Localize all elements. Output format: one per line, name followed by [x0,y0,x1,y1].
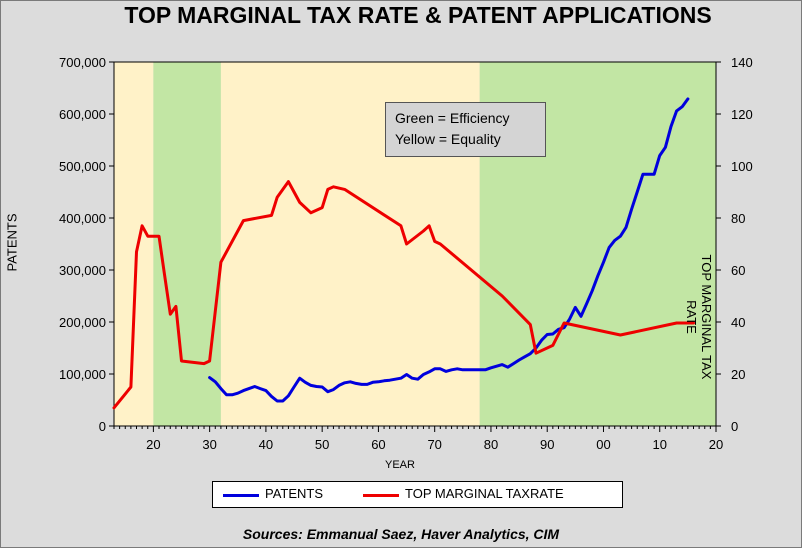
legend-label-tax-rate: TOP MARGINAL TAXRATE [405,486,564,501]
legend-label-patents: PATENTS [265,486,324,501]
x-tick-label: 20 [146,437,160,452]
y-left-tick-label: 500,000 [59,159,106,174]
y-left-tick-label: 400,000 [59,211,106,226]
shaded-region-equality-0 [114,62,154,426]
shaded-region-efficiency-1 [153,62,221,426]
y-left-tick-label: 0 [99,419,106,434]
x-tick-label: 30 [202,437,216,452]
shading-note-green: Green = Efficiency [395,110,510,126]
y-left-tick-label: 200,000 [59,315,106,330]
y-axis-left-label: PATENTS [4,213,20,272]
y-left-tick-label: 700,000 [59,55,106,70]
shading-note: Green = Efficiency Yellow = Equality [385,102,546,157]
x-tick-label: 80 [484,437,498,452]
y-right-tick-label: 20 [731,367,745,382]
x-tick-label: 00 [596,437,610,452]
plot-border [113,61,717,427]
chart-title: TOP MARGINAL TAX RATE & PATENT APPLICATI… [124,2,712,28]
x-tick-label: 40 [259,437,273,452]
series-line-patents [208,97,690,403]
legend-swatch-patents [223,494,259,497]
y-right-tick-label: 80 [731,211,745,226]
y-left-tick-label: 600,000 [59,107,106,122]
y-right-tick-label: 40 [731,315,745,330]
y-left-tick-label: 300,000 [59,263,106,278]
y-left-tick-label: 100,000 [59,367,106,382]
x-tick-label: 20 [709,437,723,452]
y-right-tick-label: 100 [731,159,753,174]
x-tick-label: 70 [427,437,441,452]
x-tick-label: 90 [540,437,554,452]
series-line-tax-rate [112,180,695,410]
x-tick-label: 60 [371,437,385,452]
y-axis-right-label: TOP MARGINAL TAX RATE [684,254,714,380]
shading-note-yellow: Yellow = Equality [395,131,501,147]
legend-swatch-tax-rate [363,494,399,497]
y-right-tick-label: 0 [731,419,738,434]
legend: PATENTS TOP MARGINAL TAXRATE [212,481,623,508]
sources-note: Sources: Emmanual Saez, Haver Analytics,… [242,526,560,542]
x-tick-label: 10 [653,437,667,452]
y-right-tick-label: 140 [731,55,753,70]
y-right-tick-label: 60 [731,263,745,278]
y-right-tick-label: 120 [731,107,753,122]
x-tick-label: 50 [315,437,329,452]
x-axis-label: YEAR [385,459,415,471]
